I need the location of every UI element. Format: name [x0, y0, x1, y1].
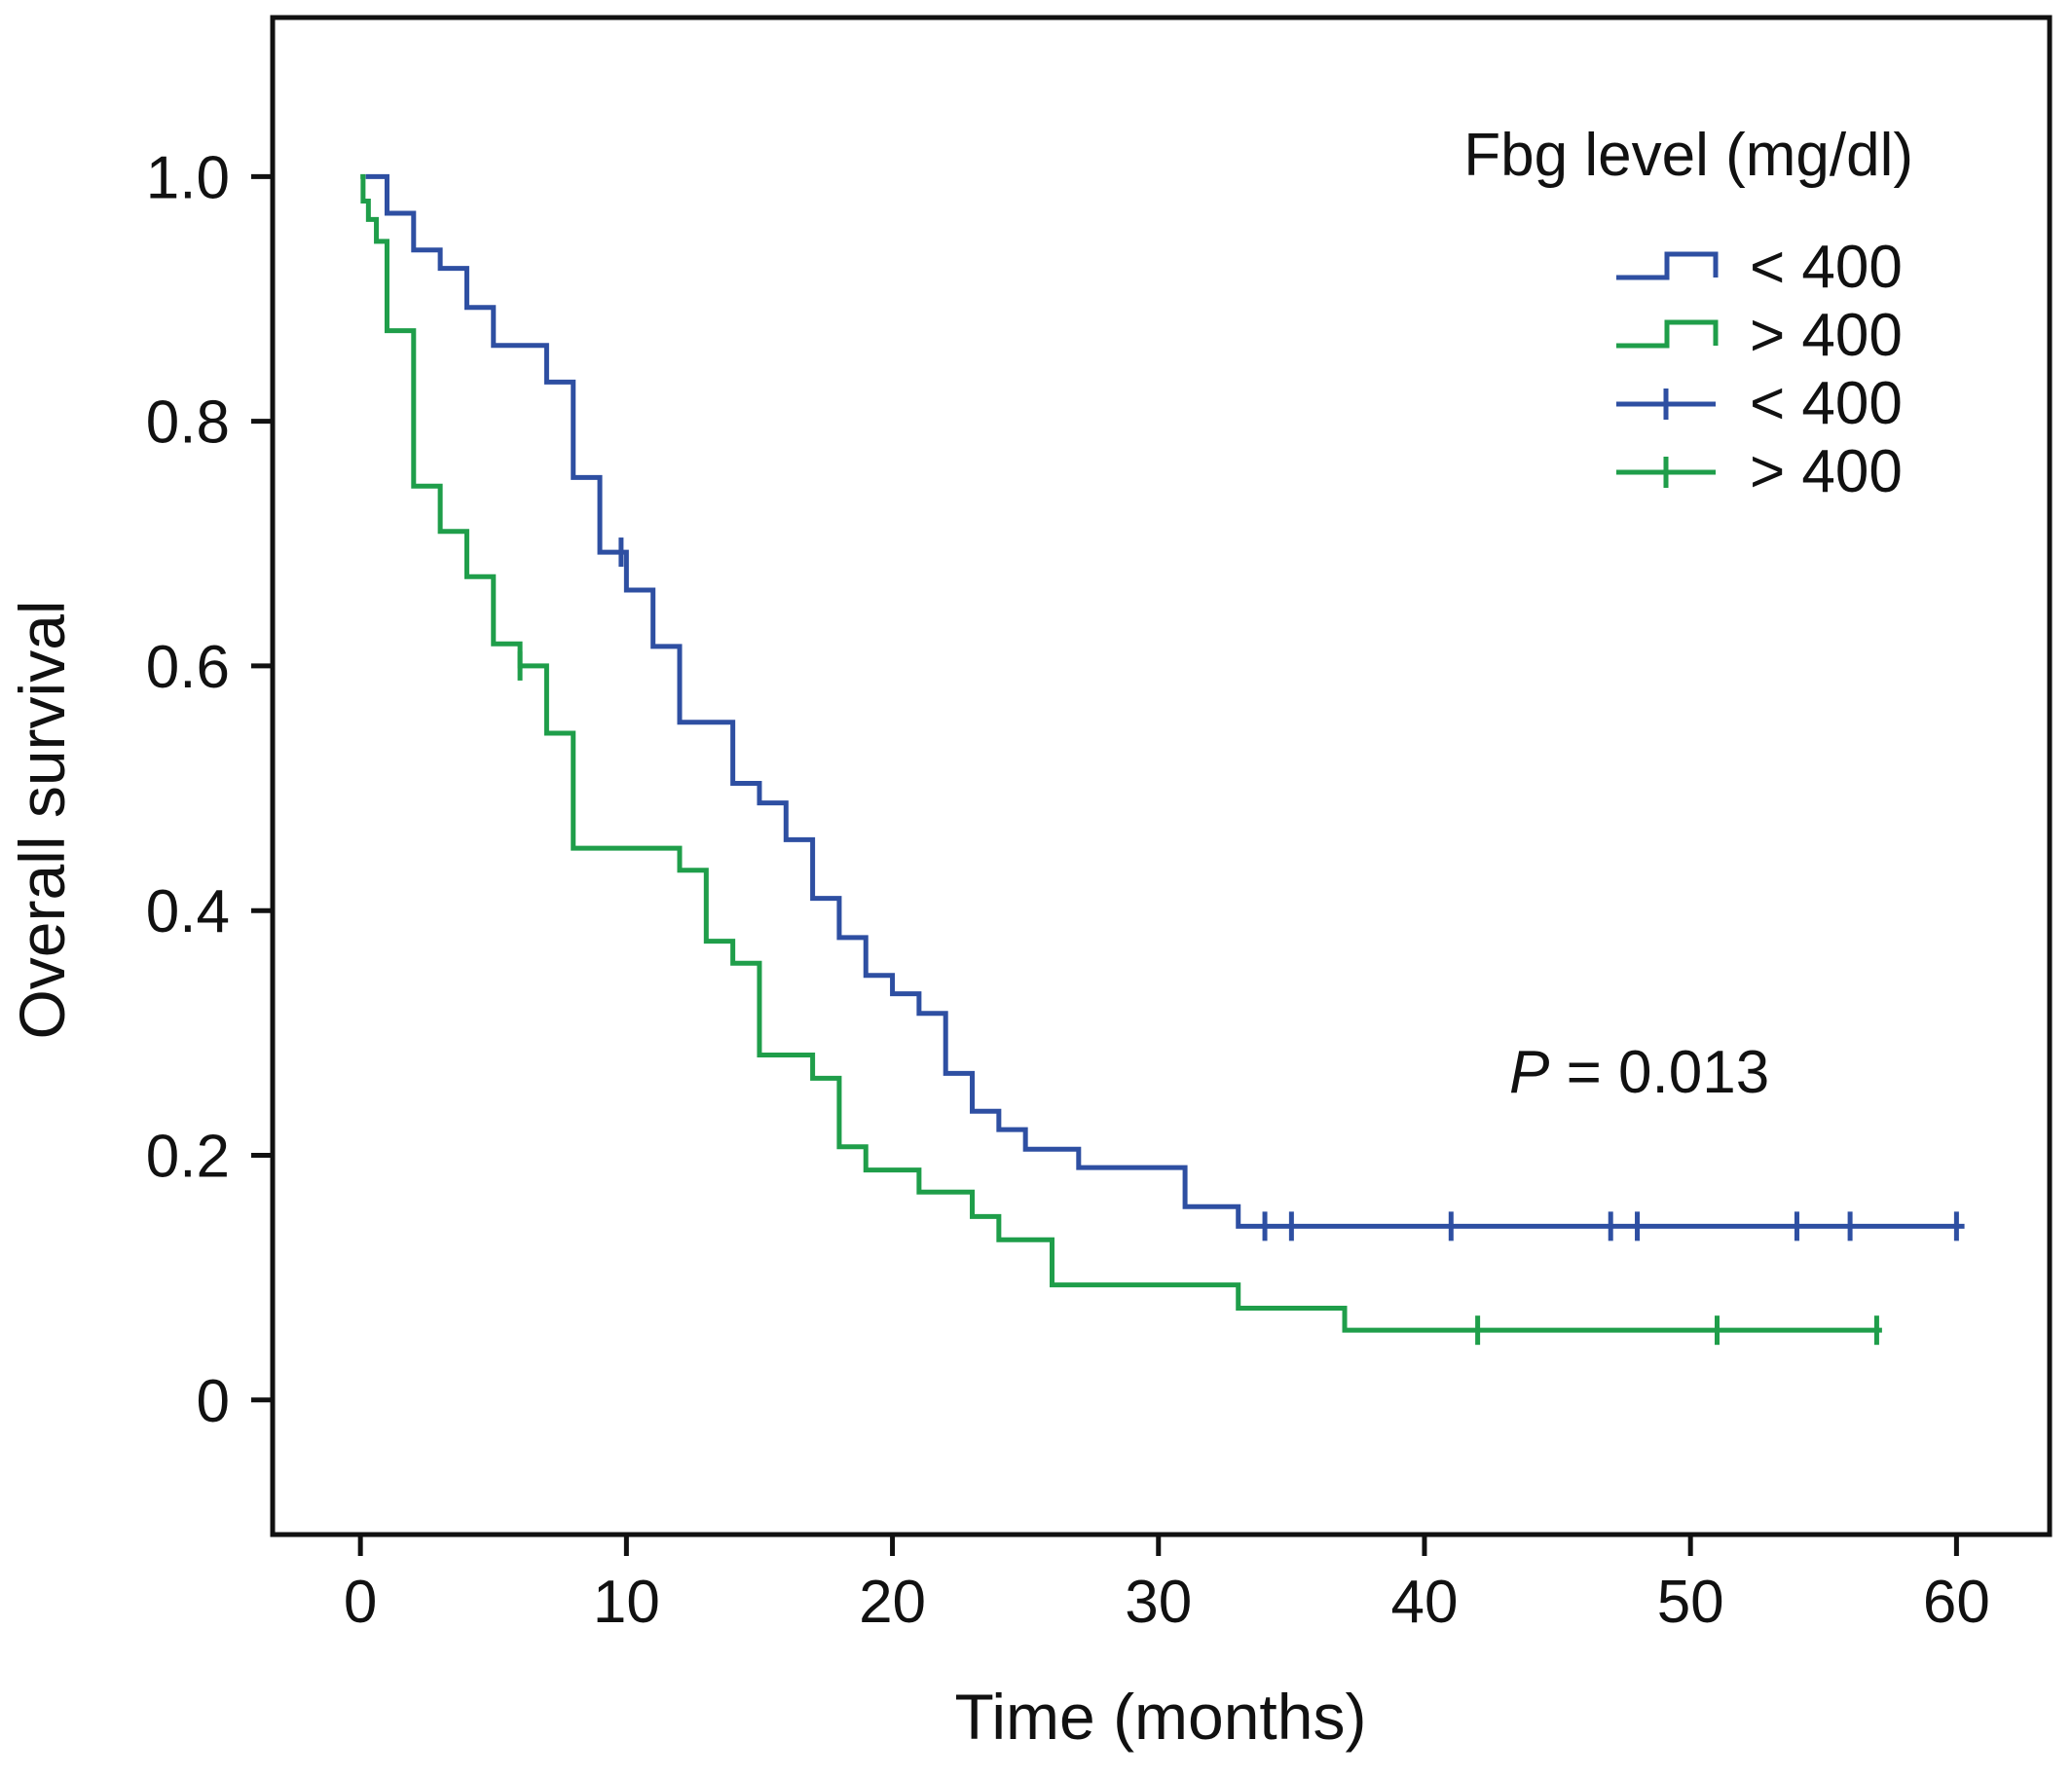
legend-label: < 400	[1750, 370, 1903, 437]
legend-step-swatch	[1616, 319, 1719, 349]
legend-entry: < 400	[1616, 234, 1903, 301]
plot-frame	[270, 15, 2053, 1537]
x-tick-label: 60	[1923, 1569, 1990, 1636]
x-tick-label: 30	[1125, 1569, 1192, 1636]
p-symbol: P	[1509, 1039, 1549, 1106]
x-axis-ticks: 0 10 20 30 40 50 60	[344, 1535, 1990, 1636]
p-value-annotation: P = 0.013	[1509, 1039, 1769, 1106]
legend-label: < 400	[1750, 234, 1903, 301]
y-tick-label: 0.8	[146, 389, 230, 457]
x-tick-label: 20	[859, 1569, 926, 1636]
y-tick-label: 1.0	[146, 144, 230, 211]
series-group	[360, 173, 1882, 1346]
survival-curve	[365, 173, 1965, 1229]
legend-step-swatch	[1616, 251, 1719, 280]
legend: Fbg level (mg/dl)< 400> 400< 400> 400	[1463, 122, 1913, 505]
x-tick-label: 40	[1390, 1569, 1458, 1636]
p-value-text: = 0.013	[1567, 1039, 1770, 1106]
legend-title: Fbg level (mg/dl)	[1463, 122, 1913, 189]
x-tick-label: 0	[344, 1569, 377, 1636]
y-tick-label: 0.4	[146, 878, 230, 945]
series-layer	[360, 173, 1965, 1346]
y-tick-label: 0	[197, 1368, 230, 1435]
x-axis-title: Time (months)	[955, 1681, 1367, 1753]
series-group	[365, 173, 1965, 1241]
legend-label: > 400	[1750, 438, 1903, 505]
legend-entry: > 400	[1616, 438, 1903, 505]
x-tick-label: 50	[1657, 1569, 1724, 1636]
survival-curve	[360, 173, 1882, 1333]
y-tick-label: 0.2	[146, 1124, 230, 1191]
x-tick-label: 10	[593, 1569, 660, 1636]
legend-entry: < 400	[1616, 370, 1903, 437]
legend-entry: > 400	[1616, 302, 1903, 369]
y-tick-label: 0.6	[146, 634, 230, 701]
y-axis-title: Overall survival	[6, 600, 78, 1039]
legend-label: > 400	[1750, 302, 1903, 369]
y-axis-ticks: 0 0.2 0.4 0.6 0.8 1.0	[146, 144, 273, 1435]
